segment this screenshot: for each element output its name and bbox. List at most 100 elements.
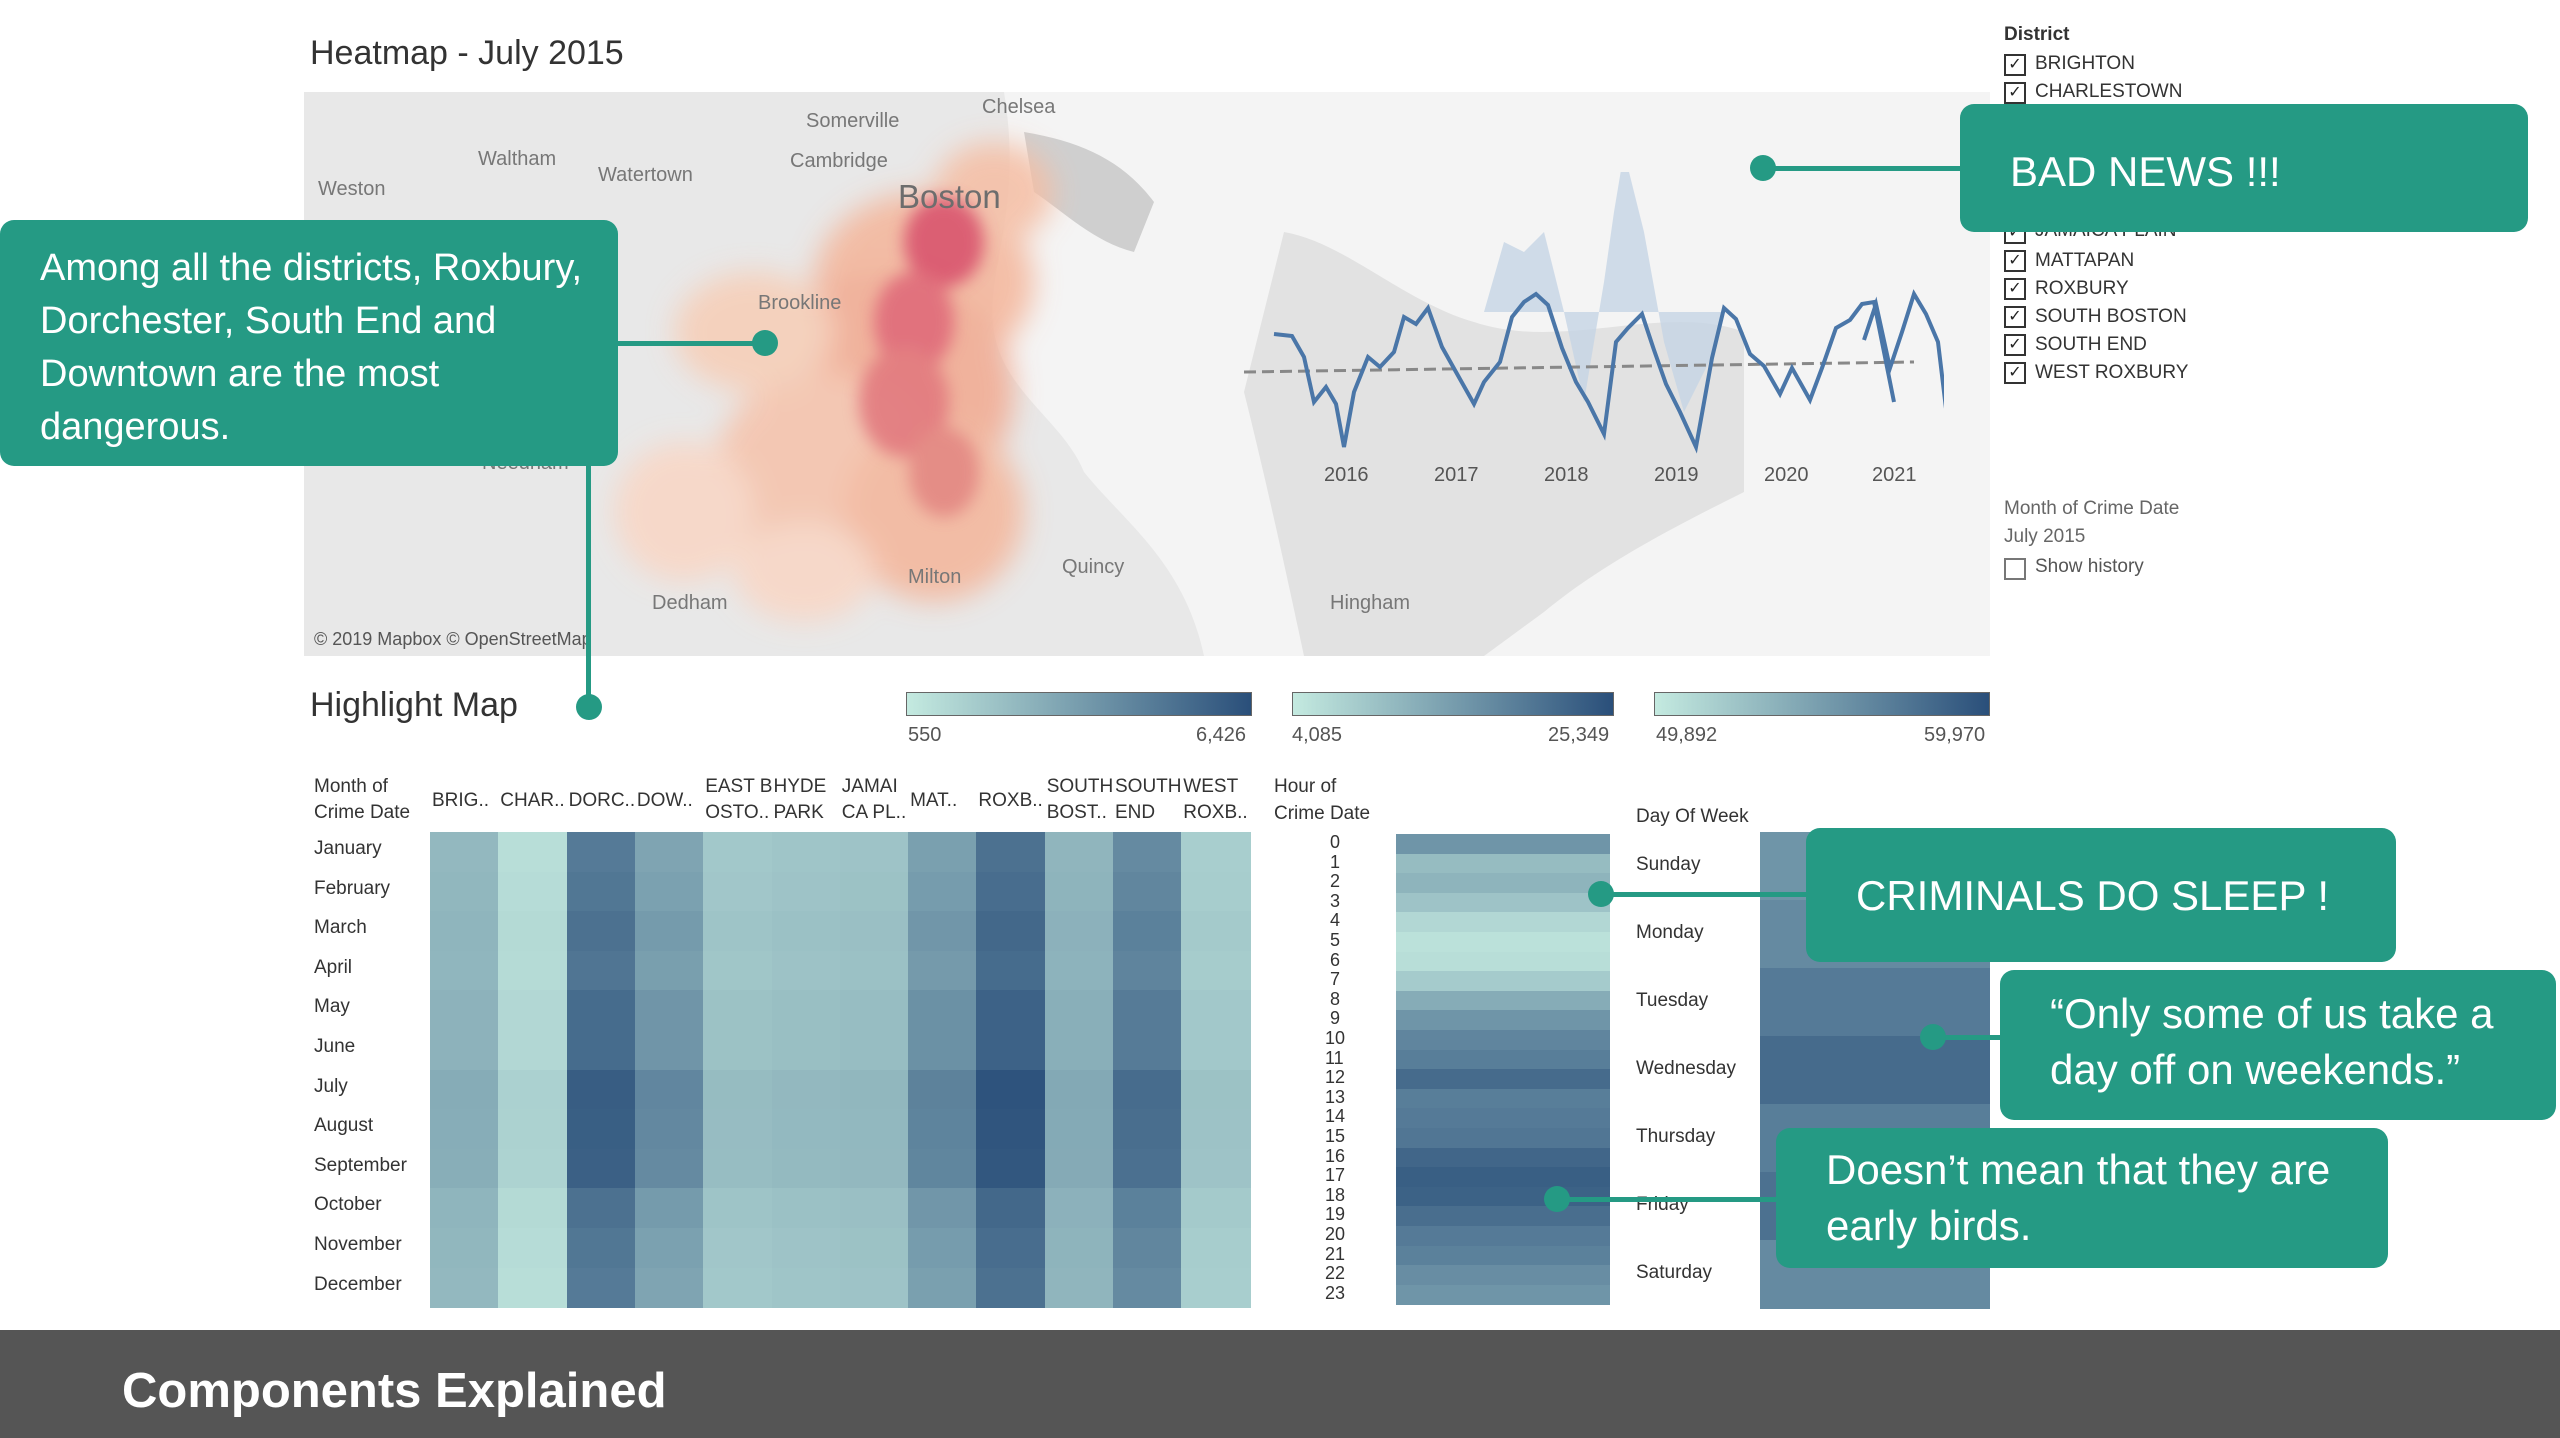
heatmap-cell[interactable]	[1181, 911, 1251, 952]
heatmap-cell[interactable]	[839, 871, 910, 913]
heatmap-cell[interactable]	[703, 1267, 773, 1309]
heatmap-cell[interactable]	[771, 832, 841, 873]
hour-row-label[interactable]: 16	[1325, 1145, 1346, 1166]
month-row-label[interactable]: July	[314, 1075, 348, 1097]
heatmap-cell[interactable]	[634, 1109, 705, 1150]
month-row-label[interactable]: March	[314, 917, 367, 939]
heatmap-cell[interactable]	[1044, 1030, 1114, 1071]
heatmap-cell[interactable]	[1396, 1108, 1610, 1129]
heatmap-cell[interactable]	[839, 990, 910, 1031]
hour-row-label[interactable]: 10	[1325, 1028, 1346, 1048]
heatmap-cell[interactable]	[1396, 1167, 1610, 1188]
month-row-label[interactable]: May	[314, 996, 350, 1018]
heatmap-cell[interactable]	[771, 990, 841, 1031]
heatmap-cell[interactable]	[976, 1109, 1046, 1150]
heatmap-cell[interactable]	[1044, 990, 1114, 1031]
column-header[interactable]: BOST..	[1046, 802, 1107, 823]
heatmap-cell[interactable]	[1396, 1069, 1610, 1090]
heatmap-cell[interactable]	[976, 1228, 1046, 1269]
heatmap-cell[interactable]	[839, 1069, 910, 1111]
heatmap-cell[interactable]	[908, 1188, 978, 1229]
heatmap-cell[interactable]	[839, 911, 910, 952]
heatmap-cell[interactable]	[498, 950, 568, 992]
heatmap-cell[interactable]	[566, 1267, 636, 1309]
map-attribution[interactable]: © 2019 Mapbox © OpenStreetMap	[314, 629, 592, 649]
heatmap-cell[interactable]	[1113, 871, 1183, 913]
hour-row-label[interactable]: 0	[1330, 832, 1341, 852]
heatmap-cell[interactable]	[1181, 950, 1251, 992]
heatmap-cell[interactable]	[498, 911, 568, 952]
heatmap-cell[interactable]	[1113, 950, 1183, 992]
heatmap-cell[interactable]	[1113, 1188, 1183, 1229]
heatmap-cell[interactable]	[1396, 1088, 1610, 1110]
heatmap-cell[interactable]	[908, 1267, 978, 1309]
heatmap-cell[interactable]	[634, 990, 705, 1031]
heatmap-cell[interactable]	[1760, 968, 1990, 1037]
heatmap-cell[interactable]	[976, 1148, 1046, 1190]
heatmap-cell[interactable]	[566, 1148, 636, 1190]
heatmap-cell[interactable]	[771, 950, 841, 992]
heatmap-cell[interactable]	[566, 1030, 636, 1071]
column-header[interactable]: CA PL..	[841, 802, 907, 823]
heatmap-cell[interactable]	[1044, 911, 1114, 952]
heatmap-cell[interactable]	[1181, 1188, 1251, 1229]
heatmap-cell[interactable]	[1396, 932, 1610, 953]
column-header[interactable]: PARK	[773, 802, 824, 823]
heatmap-cell[interactable]	[1044, 1109, 1114, 1150]
hour-row-label[interactable]: 13	[1325, 1086, 1346, 1107]
heatmap-cell[interactable]	[1396, 971, 1610, 992]
column-header[interactable]: ROXB..	[978, 790, 1043, 811]
column-header[interactable]: END	[1115, 802, 1156, 823]
heatmap-cell[interactable]	[1396, 1226, 1610, 1247]
heatmap-cell[interactable]	[976, 1030, 1046, 1071]
heatmap-cell[interactable]	[498, 990, 568, 1031]
heatmap-cell[interactable]	[1113, 1148, 1183, 1190]
heatmap-cell[interactable]	[1396, 951, 1610, 973]
heatmap-cell[interactable]	[1044, 1148, 1114, 1190]
heatmap-cell[interactable]	[566, 990, 636, 1031]
heatmap-cell[interactable]	[1113, 1228, 1183, 1269]
hour-row-label[interactable]: 3	[1330, 890, 1341, 911]
heatmap-cell[interactable]	[1113, 1109, 1183, 1150]
heatmap-cell[interactable]	[1113, 1069, 1183, 1111]
heatmap-cell[interactable]	[771, 1148, 841, 1190]
column-header[interactable]: SOUTH	[1046, 776, 1114, 797]
month-row-label[interactable]: October	[314, 1194, 382, 1216]
column-header[interactable]: DOW..	[636, 790, 693, 811]
heatmap-cell[interactable]	[703, 1069, 773, 1111]
heatmap-cell[interactable]	[839, 1267, 910, 1309]
heatmap-cell[interactable]	[430, 911, 500, 952]
heatmap-cell[interactable]	[430, 990, 500, 1031]
heatmap-cell[interactable]	[908, 911, 978, 952]
heatmap-cell[interactable]	[430, 1030, 500, 1071]
heatmap-cell[interactable]	[498, 1267, 568, 1309]
hour-row-label[interactable]: 19	[1325, 1204, 1346, 1225]
heatmap-cell[interactable]	[430, 1109, 500, 1150]
hour-row-label[interactable]: 23	[1325, 1282, 1346, 1303]
heatmap-cell[interactable]	[634, 911, 705, 952]
heatmap-cell[interactable]	[498, 1030, 568, 1071]
heatmap-cell[interactable]	[634, 1228, 705, 1269]
heatmap-cell[interactable]	[634, 1148, 705, 1190]
trend-line-chart[interactable]	[1244, 172, 1944, 472]
heatmap-cell[interactable]	[1044, 1228, 1114, 1269]
hour-row-label[interactable]: 17	[1325, 1165, 1346, 1186]
heatmap-cell[interactable]	[908, 1030, 978, 1071]
heatmap-cell[interactable]	[430, 1267, 500, 1309]
heatmap-cell[interactable]	[498, 832, 568, 873]
heatmap-cell[interactable]	[703, 871, 773, 913]
heatmap-cell[interactable]	[566, 1069, 636, 1111]
column-header[interactable]: SOUTH	[1115, 776, 1182, 797]
heatmap-cell[interactable]	[1181, 1069, 1251, 1111]
heatmap-cell[interactable]	[976, 871, 1046, 913]
heatmap-cell[interactable]	[566, 832, 636, 873]
heatmap-cell[interactable]	[703, 1109, 773, 1150]
column-header[interactable]: JAMAI	[841, 776, 898, 797]
hour-row-label[interactable]: 15	[1325, 1126, 1346, 1146]
heatmap-cell[interactable]	[1113, 911, 1183, 952]
district-checkbox[interactable]: ✓	[2004, 54, 2026, 76]
hour-row-label[interactable]: 12	[1325, 1067, 1346, 1088]
month-row-label[interactable]: December	[314, 1273, 402, 1295]
heatmap-cell[interactable]	[1760, 1036, 1990, 1105]
column-header[interactable]: MAT..	[910, 790, 958, 811]
